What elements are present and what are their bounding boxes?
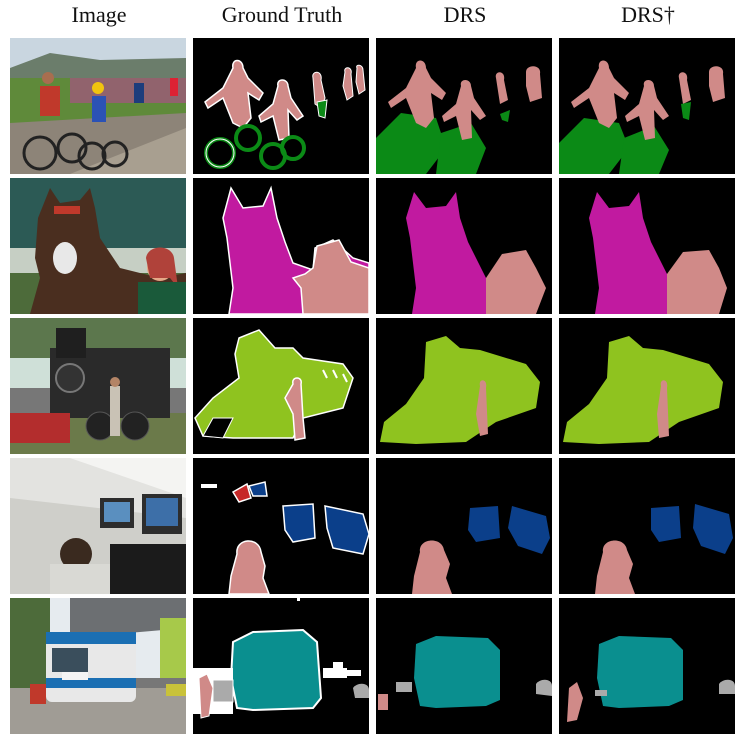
row2-drs-dagger bbox=[559, 178, 735, 314]
row5-drs-dagger bbox=[559, 598, 735, 734]
row4-drs bbox=[376, 458, 552, 594]
row1-drs-dagger bbox=[559, 38, 735, 174]
row2-image bbox=[10, 178, 186, 314]
row3-drs-dagger bbox=[559, 318, 735, 454]
row5-ground-truth bbox=[193, 598, 369, 734]
row3-image bbox=[10, 318, 186, 454]
row5-drs bbox=[376, 598, 552, 734]
header-ground-truth: Ground Truth bbox=[191, 2, 373, 28]
row4-ground-truth bbox=[193, 458, 369, 594]
row2-drs bbox=[376, 178, 552, 314]
row3-drs bbox=[376, 318, 552, 454]
row5-image bbox=[10, 598, 186, 734]
header-drs-dagger: DRS† bbox=[557, 2, 739, 28]
row2-ground-truth bbox=[193, 178, 369, 314]
row3-ground-truth bbox=[193, 318, 369, 454]
row1-image bbox=[10, 38, 186, 174]
header-drs: DRS bbox=[374, 2, 556, 28]
header-image: Image bbox=[8, 2, 190, 28]
row1-ground-truth bbox=[193, 38, 369, 174]
row4-drs-dagger bbox=[559, 458, 735, 594]
row1-drs bbox=[376, 38, 552, 174]
row4-image bbox=[10, 458, 186, 594]
